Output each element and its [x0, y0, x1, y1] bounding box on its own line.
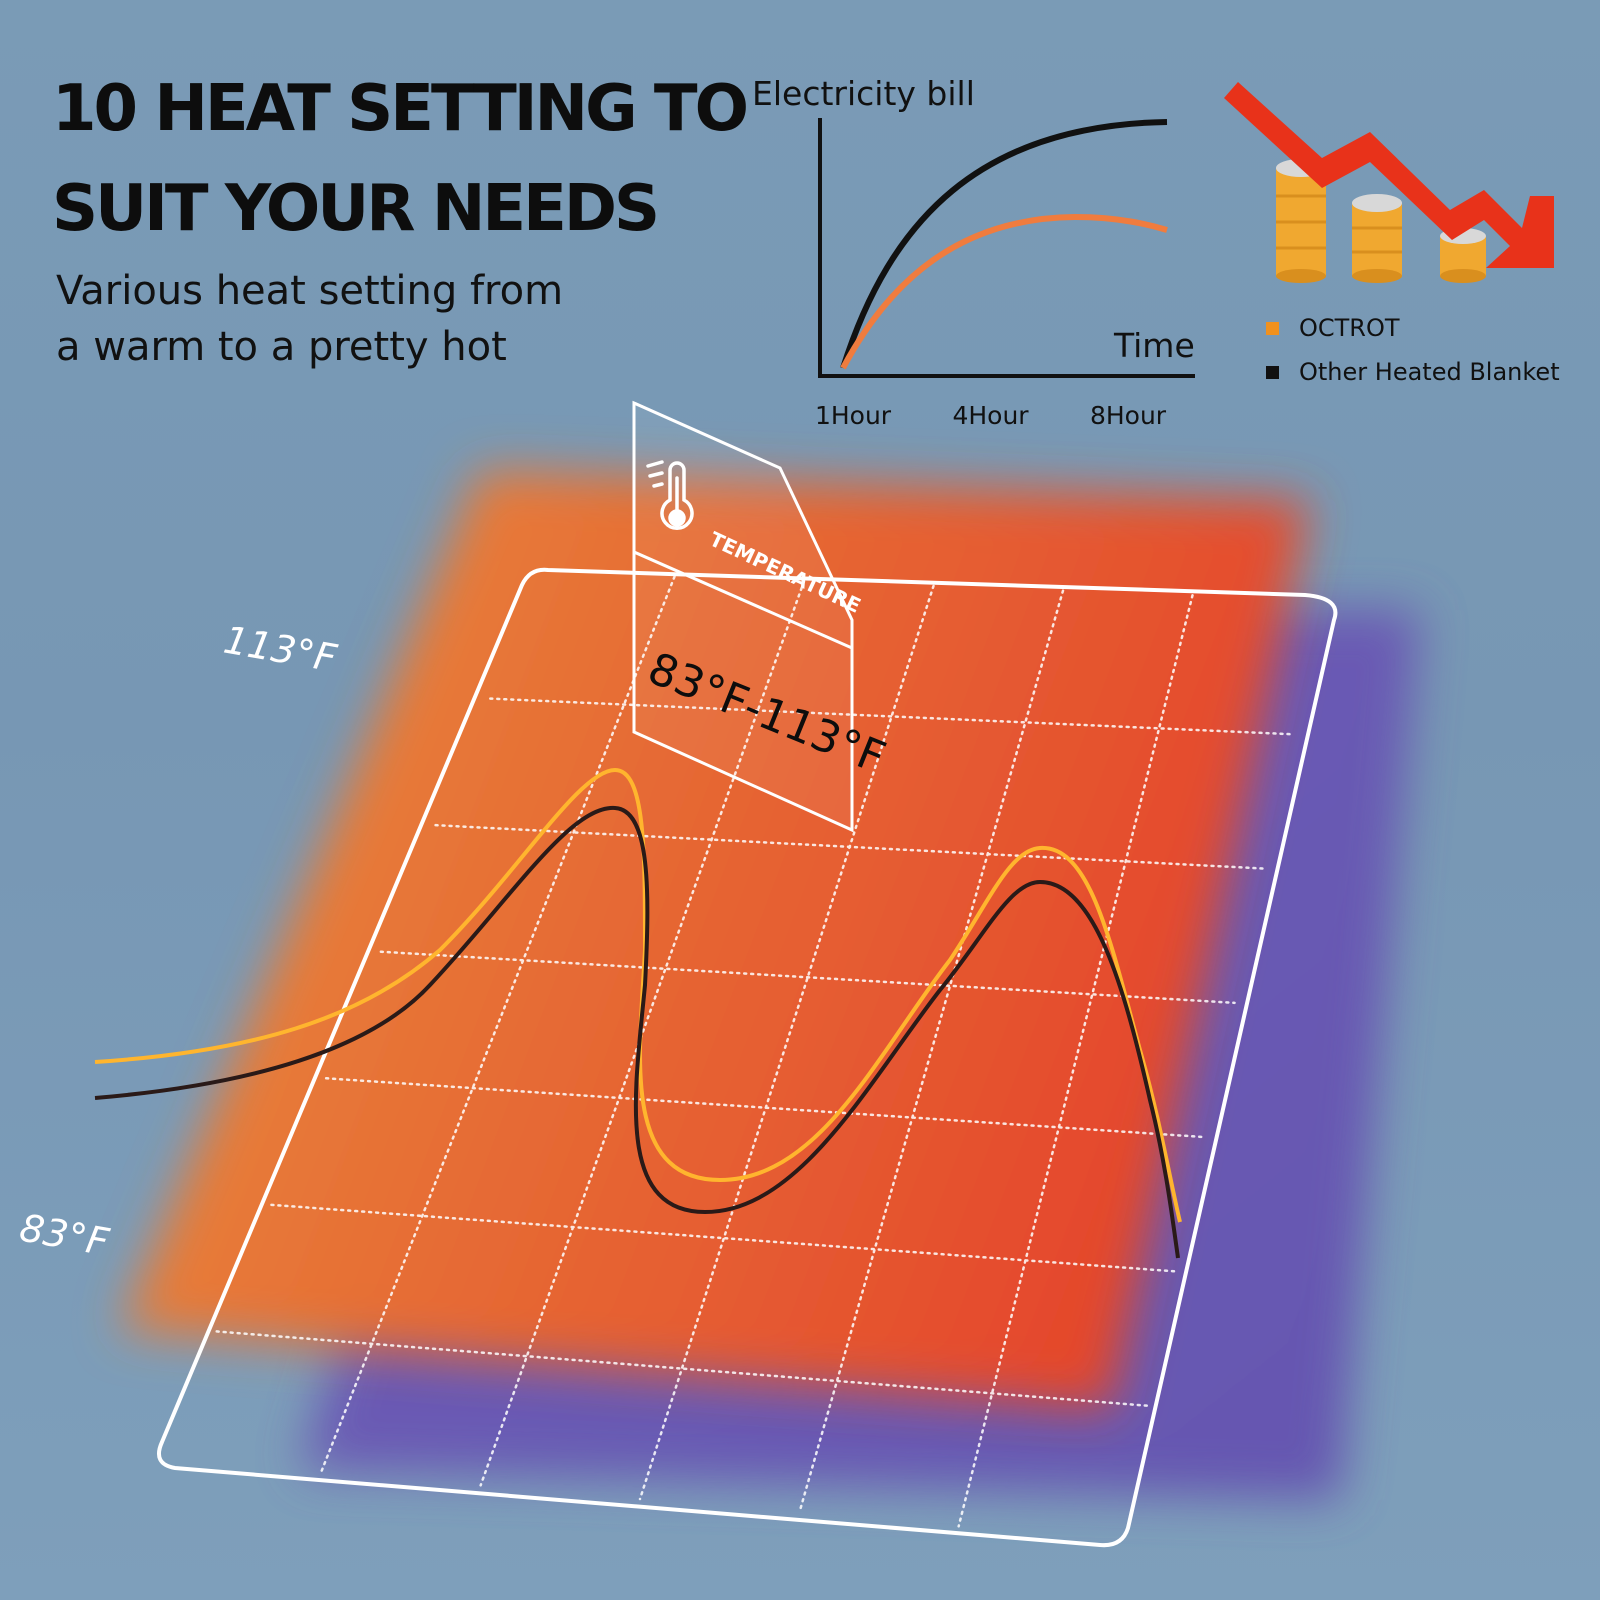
chart-xlabel: Time [1113, 326, 1195, 365]
thermometer-icon [646, 460, 694, 530]
chart-tick-label: 8Hour [1090, 401, 1167, 430]
pad-grid-line [489, 697, 1295, 736]
chart-ylabel: Electricity bill [752, 74, 975, 113]
headline-line-2: SUIT YOUR NEEDS [52, 172, 660, 246]
pad-grid-line [957, 594, 1194, 1528]
coin-stack-medium [1352, 194, 1402, 283]
legend-item-octrot: OCTROT [1266, 313, 1400, 343]
legend-label-octrot: OCTROT [1299, 314, 1400, 342]
legend-item-other: Other Heated Blanket [1266, 357, 1560, 387]
chart-tick-label: 1Hour [815, 401, 892, 430]
pad-grid-line [379, 950, 1236, 1005]
pad-grid-line [320, 575, 676, 1473]
pad-grid-line [638, 584, 935, 1501]
chart-series-line [840, 213, 1168, 370]
pad-grid-line [434, 823, 1265, 870]
down-arrow-icon [1224, 82, 1554, 268]
chart-tick-label: 4Hour [952, 401, 1029, 430]
pad-grid-line [798, 589, 1065, 1514]
temperature-card-frame [632, 400, 854, 833]
temperature-curve-other [94, 805, 1180, 1259]
pad-outline [157, 567, 1338, 1548]
subheadline-line-2: a warm to a pretty hot [56, 324, 507, 370]
chart-series-line [840, 119, 1168, 369]
pad-grid-line [324, 1077, 1207, 1139]
pad-grid-line [479, 580, 806, 1487]
pad-grid-line [270, 1203, 1178, 1273]
temperature-curve-octrot [94, 767, 1182, 1223]
headline-line-1: 10 HEAT SETTING TO [52, 72, 749, 146]
legend-swatch-other [1266, 365, 1279, 379]
legend-label-other: Other Heated Blanket [1299, 358, 1560, 386]
pad-grid-line [215, 1330, 1149, 1407]
temperature-card-divider [633, 550, 853, 650]
temperature-card: TEMPERATURE 83°F-113°F [632, 400, 892, 833]
pad-grid [215, 575, 1295, 1528]
subheadline-line-1: Various heat setting from [56, 268, 564, 314]
coin-stack-small [1440, 228, 1486, 283]
pad-heat-glow [120, 470, 1310, 1410]
legend-swatch-octrot [1266, 321, 1279, 335]
